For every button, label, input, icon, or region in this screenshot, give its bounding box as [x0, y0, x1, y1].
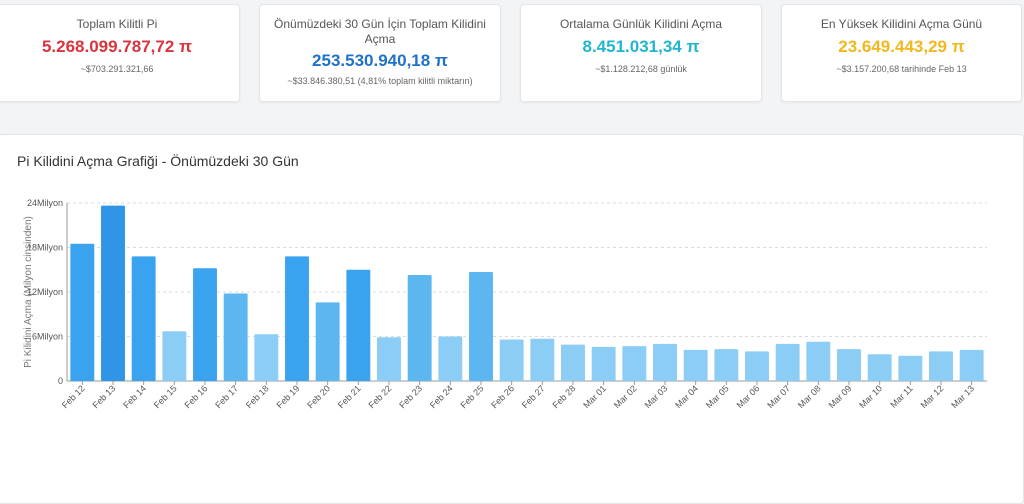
bar	[70, 243, 95, 381]
card-value: 23.649.443,29 π	[838, 37, 965, 56]
bar	[193, 268, 217, 381]
bar	[315, 302, 340, 381]
bar	[653, 343, 677, 381]
bar	[131, 256, 156, 381]
x-tick-label: Feb 21	[336, 383, 363, 410]
card-subtext: ~$3.157.200,68 tarihinde Feb 13	[836, 64, 967, 74]
x-tick-label: Mar 02	[612, 383, 639, 410]
x-tick-label: Mar 04	[673, 383, 700, 410]
card-title: Önümüzdeki 30 Gün İçin Toplam Kilidini A…	[274, 17, 486, 46]
x-tick-label: Mar 10	[857, 383, 884, 410]
total-locked-card: Toplam Kilitli Pi 5.268.099.787,72 π ~$7…	[0, 4, 240, 102]
x-tick-label: Feb 28	[551, 383, 578, 410]
x-tick-label: Feb 25	[459, 383, 486, 410]
x-tick-label: Mar 09	[827, 383, 854, 410]
average-daily-unlock-card: Ortalama Günlük Kilidini Açma 8.451.031,…	[520, 4, 762, 102]
bar	[346, 269, 371, 381]
x-tick-label: Mar 06	[735, 383, 762, 410]
next-30-days-unlock-card: Önümüzdeki 30 Gün İçin Toplam Kilidini A…	[259, 4, 501, 102]
x-tick-label: Feb 22	[367, 383, 394, 410]
unlock-bar-chart: 0 6Milyon 12Milyon 18Milyon 24Milyon Pi Kilid…	[23, 198, 987, 410]
card-subtext: ~$33.846.380,51 (4,81% toplam kilitli mi…	[287, 76, 473, 86]
x-tick-label: Feb 17	[213, 383, 240, 410]
x-tick-label: Feb 18	[244, 383, 271, 410]
highest-unlock-day-card: En Yüksek Kilidini Açma Günü 23.649.443,…	[781, 4, 1022, 102]
x-tick-label: Mar 01	[581, 383, 608, 410]
x-tick-label: Feb 19	[275, 383, 302, 410]
x-tick-label: Feb 12	[60, 383, 87, 410]
bar	[377, 337, 401, 381]
bar	[959, 349, 984, 381]
x-tick-label: Mar 05	[704, 383, 731, 410]
x-tick-label: Feb 24	[428, 383, 455, 410]
bar	[683, 349, 708, 381]
bar	[898, 355, 923, 381]
bar	[162, 331, 187, 381]
x-tick-label: Feb 20	[305, 383, 332, 410]
bar	[254, 334, 279, 381]
bar	[223, 293, 248, 381]
x-tick-label: Mar 11	[888, 383, 914, 409]
bar	[929, 351, 953, 381]
x-tick-label: Mar 03	[643, 383, 670, 410]
bar	[622, 346, 647, 381]
x-tick-label: Mar 13	[949, 383, 976, 410]
bar	[530, 338, 555, 381]
bar	[806, 341, 831, 381]
bar	[499, 339, 524, 381]
bar	[561, 344, 585, 381]
x-tick-label: Feb 23	[397, 383, 424, 410]
bar	[745, 351, 769, 381]
x-tick-label: Mar 08	[796, 383, 823, 410]
y-tick-label: 12Milyon	[27, 287, 63, 297]
card-subtext: ~$703.291.321,66	[80, 64, 154, 74]
x-tick-label: Mar 12	[919, 383, 946, 410]
y-tick-label: 6Milyon	[32, 332, 63, 342]
card-subtext: ~$1.128.212,68 günlük	[595, 64, 687, 74]
bar	[591, 346, 616, 381]
bar	[714, 349, 739, 381]
x-tick-label: Feb 27	[520, 383, 547, 410]
bar	[407, 274, 432, 381]
x-tick-label: Mar 07	[765, 383, 792, 410]
card-value: 8.451.031,34 π	[582, 37, 700, 56]
bar	[101, 205, 125, 381]
bar	[837, 349, 861, 381]
bar	[438, 336, 463, 381]
unlock-chart-panel: Pi Kilidini Açma Grafiği - Önümüzdeki 30…	[0, 134, 1024, 504]
card-title: En Yüksek Kilidini Açma Günü	[820, 17, 983, 31]
x-tick-label: Feb 26	[489, 383, 516, 410]
bar	[469, 271, 493, 381]
card-value: 5.268.099.787,72 π	[41, 37, 193, 56]
x-tick-label: Feb 15	[152, 383, 179, 410]
y-tick-label: 18Milyon	[27, 243, 63, 253]
panel-title: Pi Kilidini Açma Grafiği - Önümüzdeki 30…	[17, 153, 299, 169]
x-tick-label: Feb 16	[183, 383, 210, 410]
card-value: 253.530.940,18 π	[312, 51, 448, 70]
bar	[285, 256, 309, 381]
x-tick-label: Feb 14	[121, 383, 148, 410]
x-tick-label: Feb 13	[91, 383, 118, 410]
card-title: Toplam Kilitli Pi	[76, 17, 158, 31]
y-tick-label: 0	[58, 376, 63, 386]
card-title: Ortalama Günlük Kilidini Açma	[559, 17, 723, 31]
bar	[867, 354, 892, 381]
bar	[775, 343, 800, 381]
y-tick-label: 24Milyon	[27, 198, 63, 208]
y-axis-label: Pi Kilidini Açma (Milyon cinsinden)	[23, 216, 34, 368]
